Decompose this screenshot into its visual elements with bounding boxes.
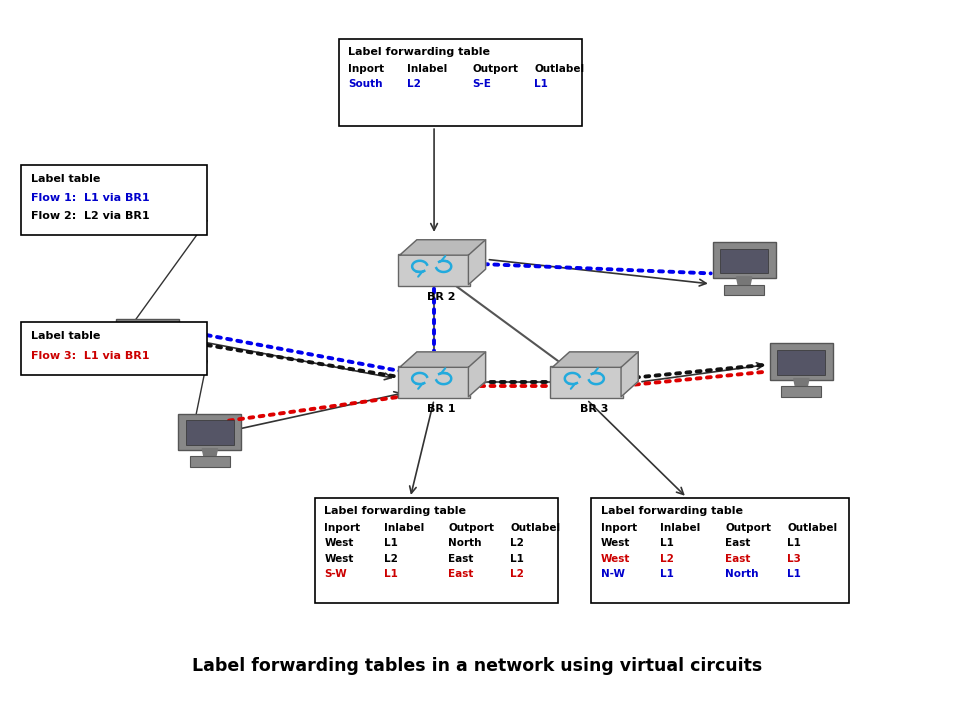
Text: Outlabel: Outlabel	[786, 523, 837, 533]
Text: East: East	[724, 538, 750, 548]
Text: L2: L2	[383, 554, 397, 564]
Text: Label forwarding table: Label forwarding table	[324, 506, 466, 516]
Text: Flow 2:  L2 via BR1: Flow 2: L2 via BR1	[30, 210, 149, 221]
FancyBboxPatch shape	[720, 249, 767, 273]
Polygon shape	[620, 352, 638, 397]
FancyBboxPatch shape	[338, 39, 581, 126]
FancyBboxPatch shape	[781, 386, 821, 397]
Text: S-E: S-E	[472, 79, 491, 89]
FancyBboxPatch shape	[128, 362, 168, 372]
Text: Label table: Label table	[30, 332, 100, 341]
FancyBboxPatch shape	[769, 343, 832, 380]
Text: Outport: Outport	[472, 64, 517, 74]
FancyBboxPatch shape	[712, 242, 775, 278]
Text: Label forwarding tables in a network using virtual circuits: Label forwarding tables in a network usi…	[192, 657, 761, 675]
Text: BR 1: BR 1	[427, 404, 456, 414]
FancyBboxPatch shape	[397, 254, 470, 286]
FancyBboxPatch shape	[116, 319, 179, 355]
Text: L1: L1	[659, 538, 674, 548]
Polygon shape	[399, 352, 485, 367]
Text: Outlabel: Outlabel	[534, 64, 584, 74]
Polygon shape	[399, 240, 485, 255]
Text: South: South	[348, 79, 382, 89]
Text: BR 3: BR 3	[579, 404, 608, 414]
Text: Inlabel: Inlabel	[407, 64, 447, 74]
Text: East: East	[724, 554, 750, 564]
Text: Outport: Outport	[448, 523, 494, 533]
Text: L2: L2	[659, 554, 674, 564]
FancyBboxPatch shape	[21, 322, 207, 375]
FancyBboxPatch shape	[190, 456, 230, 467]
FancyBboxPatch shape	[591, 498, 848, 603]
Text: East: East	[448, 554, 474, 564]
Text: Label forwarding table: Label forwarding table	[600, 506, 742, 516]
Text: Inlabel: Inlabel	[659, 523, 700, 533]
Text: West: West	[600, 554, 630, 564]
Polygon shape	[202, 449, 217, 458]
FancyBboxPatch shape	[186, 421, 233, 444]
Text: Flow 3:  L1 via BR1: Flow 3: L1 via BR1	[30, 350, 149, 361]
Text: L1: L1	[786, 538, 801, 548]
Text: West: West	[600, 538, 630, 548]
Text: North: North	[448, 538, 481, 548]
Polygon shape	[468, 240, 485, 285]
Text: North: North	[724, 569, 758, 579]
Text: L1: L1	[534, 79, 548, 89]
Text: L3: L3	[786, 554, 801, 564]
Text: L2: L2	[510, 569, 524, 579]
Text: L1: L1	[659, 569, 674, 579]
Text: East: East	[448, 569, 474, 579]
FancyBboxPatch shape	[397, 366, 470, 398]
FancyBboxPatch shape	[178, 414, 241, 450]
Text: L1: L1	[383, 538, 397, 548]
FancyBboxPatch shape	[723, 285, 763, 295]
Text: Inport: Inport	[324, 523, 360, 533]
Text: Label forwarding table: Label forwarding table	[348, 47, 490, 57]
Polygon shape	[552, 352, 638, 367]
Text: L2: L2	[510, 538, 524, 548]
Text: S-W: S-W	[324, 569, 347, 579]
Text: West: West	[324, 554, 354, 564]
Text: L2: L2	[407, 79, 421, 89]
Text: N-W: N-W	[600, 569, 624, 579]
FancyBboxPatch shape	[550, 366, 622, 398]
Text: Inport: Inport	[348, 64, 384, 74]
Polygon shape	[736, 277, 751, 286]
Text: L1: L1	[383, 569, 397, 579]
Text: Flow 1:  L1 via BR1: Flow 1: L1 via BR1	[30, 193, 149, 203]
FancyBboxPatch shape	[777, 350, 824, 374]
Text: Label table: Label table	[30, 174, 100, 184]
Text: West: West	[324, 538, 354, 548]
Polygon shape	[793, 379, 808, 388]
Text: L1: L1	[510, 554, 524, 564]
Text: Outport: Outport	[724, 523, 770, 533]
Text: BR 2: BR 2	[427, 292, 456, 301]
FancyBboxPatch shape	[21, 165, 207, 235]
Polygon shape	[140, 354, 155, 363]
Text: Outlabel: Outlabel	[510, 523, 560, 533]
FancyBboxPatch shape	[124, 326, 172, 350]
FancyBboxPatch shape	[314, 498, 558, 603]
Polygon shape	[468, 352, 485, 397]
Text: Inlabel: Inlabel	[383, 523, 423, 533]
Text: L1: L1	[786, 569, 801, 579]
Text: Inport: Inport	[600, 523, 637, 533]
